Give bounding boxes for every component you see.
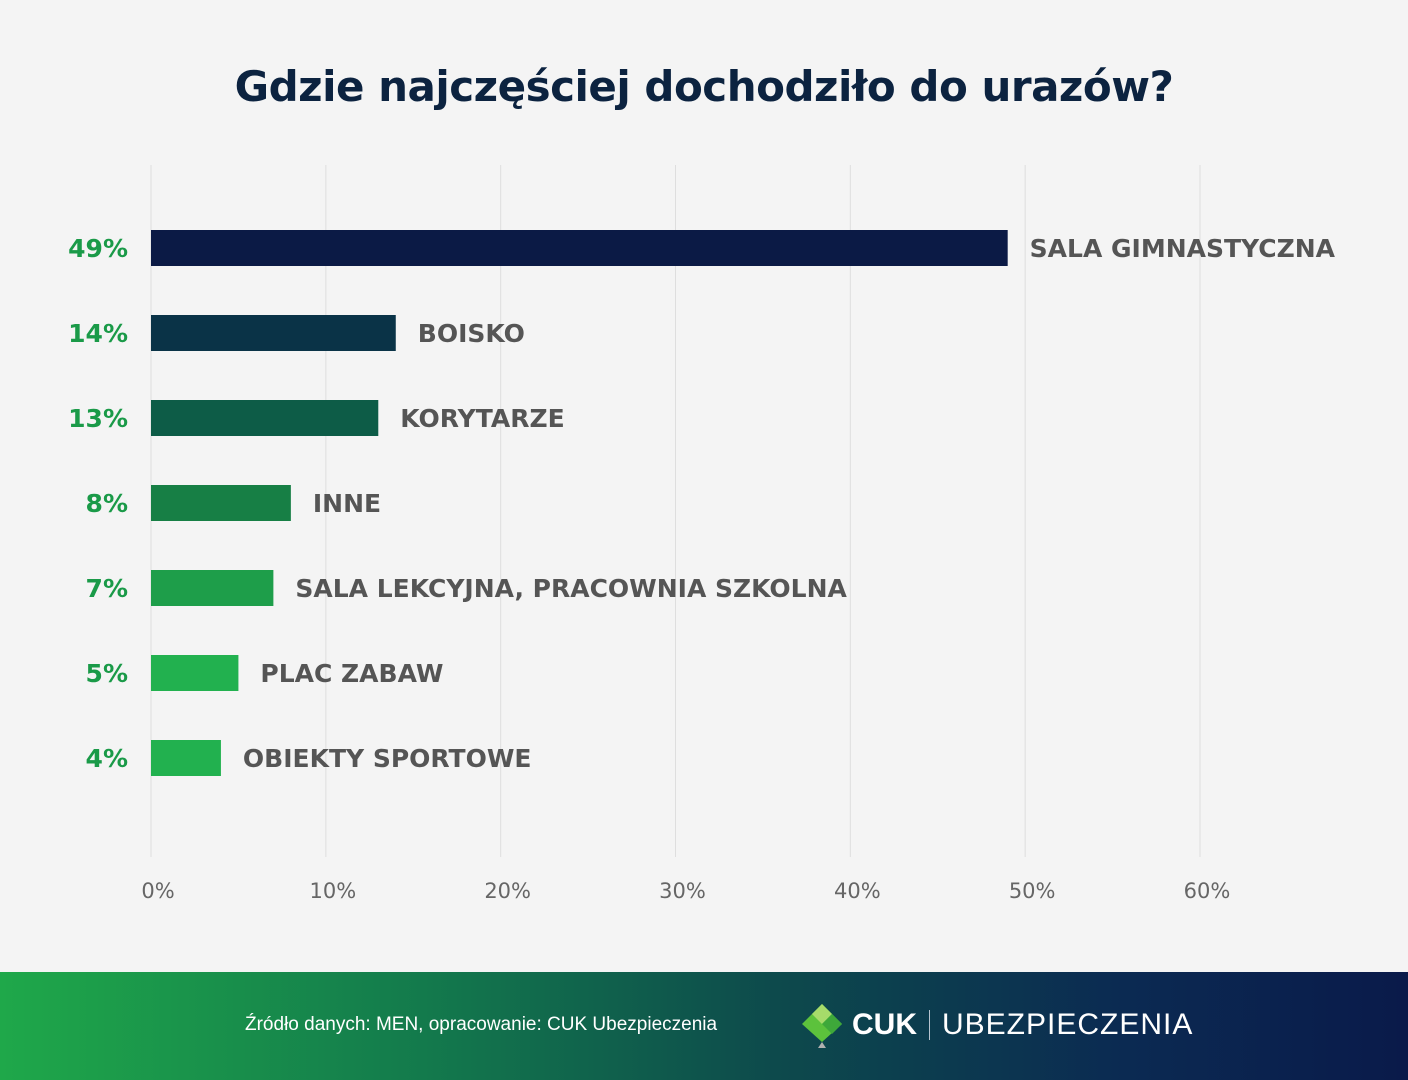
category-label: SALA LEKCYJNA, PRACOWNIA SZKOLNA: [295, 574, 847, 603]
category-label: PLAC ZABAW: [260, 659, 443, 688]
category-label: OBIEKTY SPORTOWE: [243, 744, 532, 773]
bar: [151, 485, 291, 521]
bar: [151, 400, 379, 436]
category-label: BOISKO: [418, 319, 525, 348]
value-label: 5%: [86, 659, 128, 688]
category-label: INNE: [313, 489, 381, 518]
x-tick-label: 50%: [1009, 879, 1056, 903]
logo-text: CUK: [852, 1008, 917, 1041]
value-label: 49%: [68, 234, 128, 263]
value-label: 4%: [86, 744, 128, 773]
x-tick-label: 60%: [1184, 879, 1231, 903]
bar: [151, 740, 221, 776]
value-label: 13%: [68, 404, 128, 433]
logo-subtext: UBEZPIECZENIA: [942, 1008, 1194, 1041]
source-note: Źródło danych: MEN, opracowanie: CUK Ube…: [245, 1014, 718, 1035]
value-label: 8%: [86, 489, 128, 518]
bar: [151, 230, 1008, 266]
value-label: 14%: [68, 319, 128, 348]
bar: [151, 655, 239, 691]
footer: Źródło danych: MEN, opracowanie: CUK Ube…: [0, 972, 1408, 1080]
category-label: SALA GIMNASTYCZNA: [1030, 234, 1336, 263]
category-label: KORYTARZE: [400, 404, 564, 433]
bar-chart: 0% 10% 20% 30% 40% 50% 60% 49% SALA GIMNASTYCZNA…: [68, 165, 1336, 903]
logo-divider: [929, 1010, 930, 1040]
x-tick-label: 0%: [141, 879, 174, 903]
x-tick-label: 40%: [834, 879, 881, 903]
cuk-logo: CUK UBEZPIECZENIA: [800, 1000, 1193, 1050]
bar: [151, 570, 274, 606]
cuk-diamond-icon: [802, 1004, 842, 1048]
x-tick-label: 10%: [309, 879, 356, 903]
chart-title: Gdzie najczęściej dochodziło do urazów?: [234, 62, 1174, 111]
x-tick-label: 20%: [484, 879, 531, 903]
x-tick-label: 30%: [659, 879, 706, 903]
bar: [151, 315, 396, 351]
value-label: 7%: [86, 574, 128, 603]
